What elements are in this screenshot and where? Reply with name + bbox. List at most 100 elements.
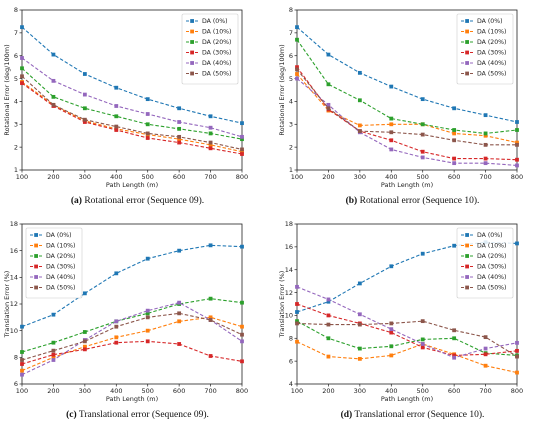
caption-c: (c) Translational error (Sequence 09). xyxy=(0,410,275,420)
legend: DA (0%) DA (10%) DA (20%) DA (30%) DA (40%) D… xyxy=(456,227,514,299)
data-point xyxy=(452,328,457,333)
data-point xyxy=(357,123,362,128)
data-point xyxy=(483,156,488,161)
y-tick-label: 6 xyxy=(289,52,293,60)
data-point xyxy=(483,346,488,351)
data-point xyxy=(82,347,87,352)
y-tick-label: 8 xyxy=(289,6,293,14)
data-point xyxy=(452,243,457,248)
series-line xyxy=(296,341,518,374)
x-tick-label: 800 xyxy=(236,387,248,395)
data-point xyxy=(483,142,488,147)
series-line xyxy=(21,312,243,361)
data-point xyxy=(452,353,457,358)
legend-marker xyxy=(465,275,469,279)
data-point xyxy=(51,312,56,317)
legend-marker xyxy=(465,243,469,248)
series-line xyxy=(296,320,518,358)
data-point xyxy=(145,339,150,344)
x-tick-label: 500 xyxy=(417,387,429,395)
data-point xyxy=(295,76,299,81)
data-point xyxy=(326,82,331,87)
series-line xyxy=(21,244,243,328)
y-tick-label: 8 xyxy=(14,6,18,14)
series-line xyxy=(296,26,518,123)
data-point xyxy=(208,318,213,322)
data-point xyxy=(177,300,182,305)
data-point xyxy=(515,142,519,147)
legend-label: DA (30%) xyxy=(46,264,75,271)
data-point xyxy=(452,161,457,166)
legend-marker xyxy=(190,19,194,23)
x-tick-label: 400 xyxy=(385,387,397,395)
data-point xyxy=(20,25,24,30)
legend-label: DA (0%) xyxy=(477,232,503,239)
data-point xyxy=(51,102,56,107)
x-axis-label: Path Length (m) xyxy=(106,395,158,403)
x-tick-label: 200 xyxy=(47,173,59,181)
data-point xyxy=(114,319,119,324)
data-point xyxy=(82,72,87,76)
data-point xyxy=(389,122,394,127)
data-point xyxy=(114,335,119,340)
data-point xyxy=(515,140,519,145)
data-point xyxy=(483,161,488,166)
data-point xyxy=(452,336,457,341)
chart-panel-a: 100 200 300 400 500 600 700 800 1 2 3 4 5 6 7 8 Path Len… xyxy=(0,0,275,214)
data-point xyxy=(145,131,150,136)
series-line xyxy=(21,82,243,155)
series-line xyxy=(296,78,518,166)
data-point xyxy=(420,345,425,350)
legend-label: DA (40%) xyxy=(477,274,506,281)
legend-label: DA (50%) xyxy=(202,71,231,78)
data-point xyxy=(177,120,182,124)
data-point xyxy=(20,368,24,373)
legend-label: DA (40%) xyxy=(202,60,231,67)
data-point xyxy=(389,138,394,143)
data-point xyxy=(295,67,299,72)
x-tick-label: 600 xyxy=(448,173,460,181)
series-line xyxy=(21,340,243,365)
legend: DA (0%) DA (10%) DA (20%) DA (30%) DA (40%) D… xyxy=(181,13,239,85)
data-point xyxy=(515,163,519,168)
data-point xyxy=(177,137,182,142)
plot-frame xyxy=(21,9,243,171)
data-point xyxy=(177,311,182,316)
x-axis-label: Path Length (m) xyxy=(106,181,158,189)
y-tick-label: 6 xyxy=(289,357,293,365)
data-point xyxy=(208,354,213,358)
data-point xyxy=(357,98,362,103)
legend-label: DA (0%) xyxy=(46,232,72,239)
data-point xyxy=(145,328,150,333)
data-point xyxy=(240,147,244,152)
y-tick-label: 4 xyxy=(289,380,293,388)
data-point xyxy=(483,335,488,340)
data-point xyxy=(240,339,244,344)
legend-label: DA (50%) xyxy=(477,285,506,292)
data-point xyxy=(295,339,299,344)
data-point xyxy=(240,134,244,139)
plot-frame xyxy=(296,9,518,171)
y-tick-label: 2 xyxy=(289,143,293,151)
chart-svg: 100 200 300 400 500 600 700 800 6 8 10 12 14 16 18 Path… xyxy=(3,220,248,403)
x-tick-label: 600 xyxy=(173,387,185,395)
x-tick-label: 400 xyxy=(110,387,122,395)
data-point xyxy=(326,297,331,302)
y-tick-label: 8 xyxy=(289,334,293,342)
data-point xyxy=(483,133,488,138)
legend-marker xyxy=(190,40,194,44)
data-point xyxy=(208,243,213,248)
x-tick-label: 300 xyxy=(79,173,91,181)
data-point xyxy=(114,340,119,345)
data-point xyxy=(357,346,362,351)
x-tick-label: 100 xyxy=(16,387,28,395)
y-tick-label: 14 xyxy=(10,274,18,282)
data-point xyxy=(177,134,182,139)
data-point xyxy=(145,97,150,102)
legend-marker xyxy=(465,254,469,258)
data-point xyxy=(240,300,244,305)
chart-panel-d: 100 200 300 400 500 600 700 800 4 6 8 10 12 14 16 18 Pat… xyxy=(275,214,550,428)
caption-d: (d) Translational error (Sequence 10). xyxy=(275,410,550,420)
x-tick-label: 200 xyxy=(322,387,334,395)
chart-panel-c: 100 200 300 400 500 600 700 800 6 8 10 12 14 16 18 Path… xyxy=(0,214,275,428)
